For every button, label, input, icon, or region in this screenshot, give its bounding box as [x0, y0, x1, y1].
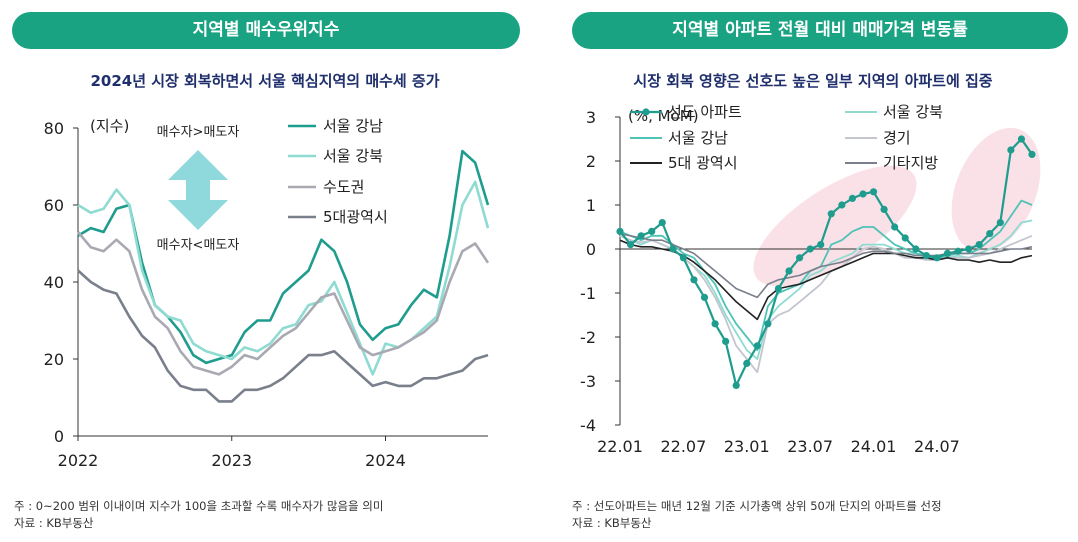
y-tick-label: 1 — [586, 196, 596, 215]
legend-label: 수도권 — [323, 178, 364, 196]
series-point — [616, 227, 624, 235]
series-point — [869, 188, 878, 196]
right-source: 자료 : KB부동산 — [572, 516, 652, 530]
series-line-4 — [619, 234, 1033, 374]
series-point — [975, 241, 983, 249]
highlight-ellipse-2024 — [951, 127, 1041, 253]
right-chart-panel: 지역별 아파트 전월 대비 매매가격 변동률 시장 회복 영향은 선호도 높은 … — [548, 0, 1078, 542]
series-point — [732, 381, 740, 389]
y-tick-label: 80 — [44, 119, 64, 138]
series-line-3 — [77, 231, 490, 376]
series-point — [753, 342, 761, 350]
series-point — [922, 252, 930, 260]
series-point — [859, 190, 867, 198]
legend-label: 서울 강북 — [323, 147, 383, 165]
y-tick-label: 0 — [54, 427, 64, 446]
series-line-1 — [619, 137, 1033, 387]
series-point — [986, 230, 994, 238]
double-arrow-icon — [168, 150, 228, 230]
y-tick-label: -3 — [580, 372, 596, 391]
y-tick-label: -1 — [580, 284, 596, 303]
series-line-4 — [77, 269, 489, 403]
series-point — [806, 245, 814, 253]
series-point — [669, 245, 677, 253]
series-point — [764, 320, 772, 328]
series-point — [996, 219, 1004, 227]
series-point — [933, 254, 941, 262]
arrow-bottom-label: 매수자<매도자 — [157, 238, 240, 253]
y-tick-label: 60 — [44, 196, 64, 215]
y-tick-label: 40 — [44, 273, 64, 292]
series-point — [637, 232, 645, 240]
y-tick-label: -4 — [580, 416, 596, 435]
legend-marker — [642, 108, 650, 116]
series-point — [795, 254, 804, 262]
left-chart-title: 지역별 매수우위지수 — [12, 12, 520, 49]
series-point — [626, 241, 635, 249]
left-footnote: 주 : 0~200 범위 이내이며 지수가 100을 초과할 수록 매수자가 많… — [14, 499, 384, 513]
series-point — [1007, 146, 1015, 154]
legend-label: 5대 광역시 — [668, 154, 738, 172]
legend-label: 서울 강남 — [323, 117, 383, 135]
right-chart-subtitle: 시장 회복 영향은 선호도 높은 일부 지역의 아파트에 집중 — [633, 72, 993, 90]
series-point — [711, 320, 719, 328]
series-point — [838, 201, 846, 209]
left-chart-subtitle: 2024년 시장 회복하면서 서울 핵심지역의 매수세 증가 — [90, 72, 440, 90]
series-point — [954, 247, 962, 255]
series-point — [943, 249, 952, 257]
series-point — [848, 194, 857, 202]
y-tick-label: 3 — [586, 108, 596, 127]
series-point — [785, 267, 793, 275]
series-point — [912, 245, 920, 253]
series-line-6 — [619, 232, 1033, 299]
series-point — [690, 276, 698, 284]
series-point — [965, 245, 973, 253]
series-line-5 — [619, 239, 1033, 321]
x-tick-label: 24.01 — [851, 437, 897, 456]
series-point — [1028, 150, 1036, 158]
series-point — [679, 254, 687, 262]
left-chart-panel: 지역별 매수우위지수 2024년 시장 회복하면서 서울 핵심지역의 매수세 증… — [0, 0, 530, 542]
series-point — [700, 293, 709, 301]
legend-label: 기타지방 — [883, 154, 938, 172]
x-tick-label: 22.01 — [597, 437, 643, 456]
x-tick-label: 24.07 — [914, 437, 960, 456]
x-tick-label: 22.07 — [660, 437, 706, 456]
y-tick-label: 20 — [44, 350, 64, 369]
legend-label: 5대광역시 — [323, 208, 388, 226]
series-point — [901, 234, 909, 242]
series-point — [880, 205, 888, 213]
series-point — [1017, 135, 1026, 143]
left-source: 자료 : KB부동산 — [14, 516, 94, 530]
right-chart-title: 지역별 아파트 전월 대비 매매가격 변동률 — [572, 12, 1068, 49]
series-point — [722, 337, 730, 345]
legend-label: 서울 강북 — [883, 103, 943, 121]
x-tick-label: 2024 — [365, 451, 406, 470]
legend-label: 경기 — [883, 129, 911, 147]
right-line-chart: 3 2 1 0 -1 -2 -3 -422.01 22.07 23.01 23.07 24.01 24.… — [580, 103, 1041, 456]
right-footnote: 주 : 선도아파트는 매년 12월 기준 시가총액 상위 50개 단지의 아파트… — [572, 499, 942, 513]
y-tick-label: 0 — [586, 240, 596, 259]
x-tick-label: 23.01 — [724, 437, 770, 456]
series-point — [774, 285, 783, 293]
series-line-1 — [77, 149, 490, 365]
series-point — [658, 219, 666, 227]
arrow-top-label: 매수자>매도자 — [157, 125, 240, 140]
x-tick-label: 2023 — [211, 451, 252, 470]
legend-label: 서울 강남 — [668, 129, 728, 147]
series-point — [891, 223, 899, 231]
series-point — [648, 227, 656, 235]
series-point — [817, 241, 825, 249]
y-unit-label: (지수) — [90, 117, 129, 135]
y-tick-label: 2 — [586, 152, 596, 171]
series-point — [827, 210, 835, 218]
series-line-2 — [77, 180, 490, 376]
x-tick-label: 23.07 — [787, 437, 833, 456]
y-tick-label: -2 — [580, 328, 596, 347]
series-point — [743, 359, 751, 367]
legend-label: 선도 아파트 — [668, 103, 742, 121]
x-tick-label: 2022 — [58, 451, 99, 470]
